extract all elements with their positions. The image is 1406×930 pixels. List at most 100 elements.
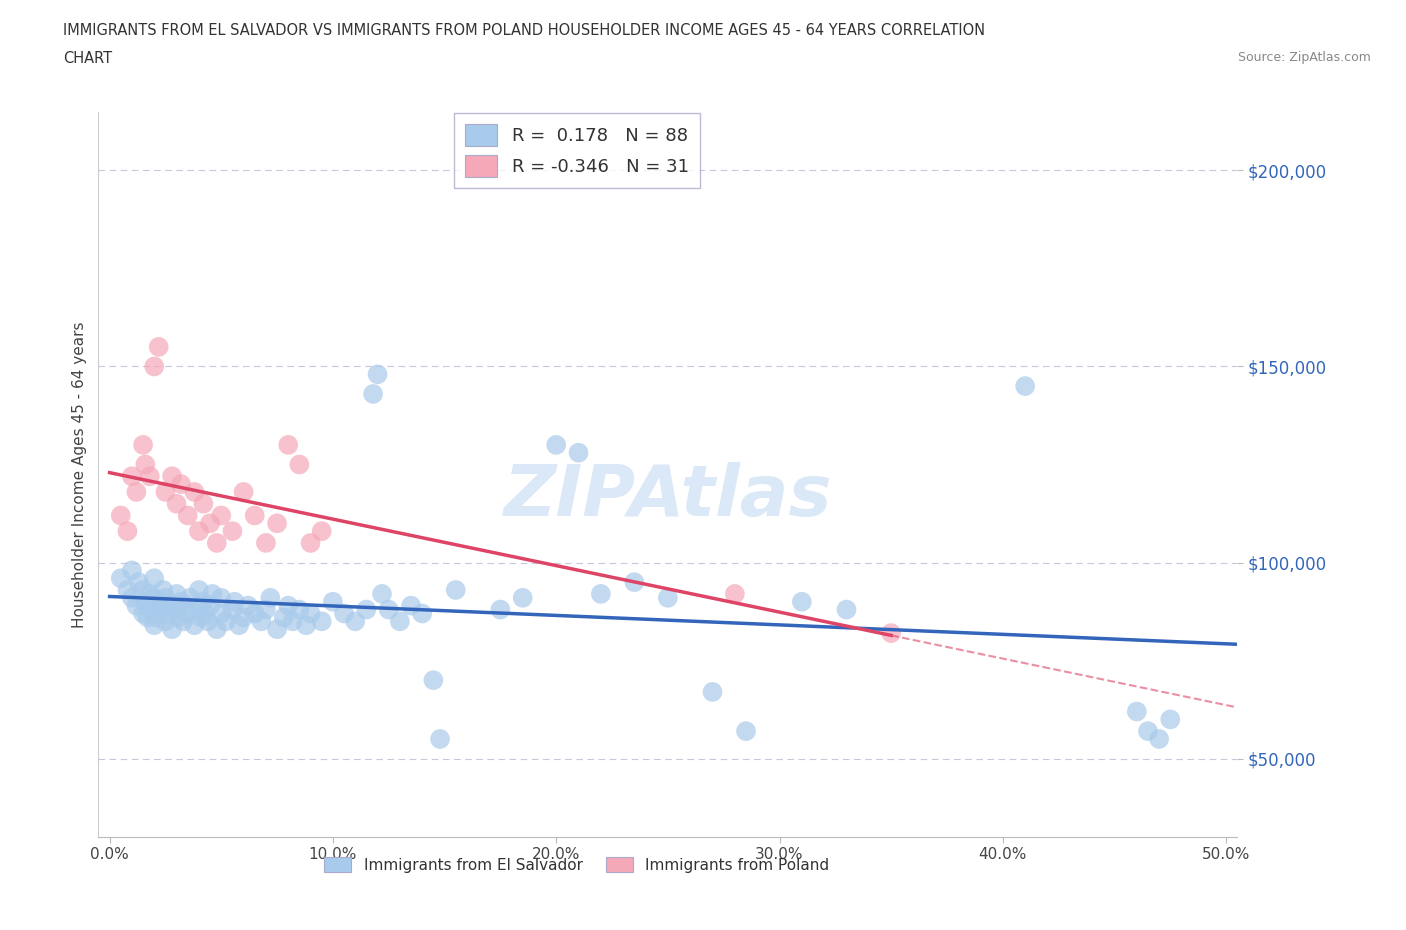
Point xyxy=(250,614,273,629)
Point xyxy=(281,614,304,629)
Point xyxy=(134,594,156,609)
Point xyxy=(221,602,243,617)
Point xyxy=(183,618,205,632)
Point xyxy=(174,598,197,613)
Point xyxy=(132,606,155,621)
Point xyxy=(170,594,193,609)
Point xyxy=(288,457,311,472)
Text: Source: ZipAtlas.com: Source: ZipAtlas.com xyxy=(1237,51,1371,64)
Point xyxy=(132,582,155,597)
Point xyxy=(155,614,177,629)
Point xyxy=(422,672,444,687)
Point xyxy=(136,610,159,625)
Point xyxy=(160,469,183,484)
Point xyxy=(224,594,246,609)
Point xyxy=(228,618,250,632)
Point xyxy=(724,587,747,602)
Point xyxy=(179,591,201,605)
Point xyxy=(295,618,318,632)
Point xyxy=(166,497,188,512)
Point xyxy=(1159,712,1181,727)
Point xyxy=(143,359,166,374)
Point xyxy=(198,516,221,531)
Point xyxy=(143,618,166,632)
Point xyxy=(444,582,467,597)
Point xyxy=(236,598,259,613)
Point xyxy=(205,536,228,551)
Point xyxy=(190,610,212,625)
Point xyxy=(205,622,228,637)
Point xyxy=(198,598,221,613)
Point xyxy=(567,445,589,460)
Point xyxy=(1126,704,1149,719)
Point xyxy=(197,614,219,629)
Point xyxy=(152,582,174,597)
Point xyxy=(215,614,238,629)
Point xyxy=(371,587,394,602)
Point xyxy=(187,602,209,617)
Text: ZIPAtlas: ZIPAtlas xyxy=(503,461,832,530)
Point xyxy=(167,610,190,625)
Point xyxy=(110,571,132,586)
Point xyxy=(243,606,266,621)
Point xyxy=(311,524,333,538)
Point xyxy=(121,591,143,605)
Point xyxy=(377,602,399,617)
Point xyxy=(880,626,903,641)
Point xyxy=(361,387,384,402)
Point xyxy=(139,469,162,484)
Point xyxy=(166,602,188,617)
Point xyxy=(277,437,299,452)
Point xyxy=(145,610,167,625)
Point xyxy=(1147,732,1170,747)
Text: IMMIGRANTS FROM EL SALVADOR VS IMMIGRANTS FROM POLAND HOUSEHOLDER INCOME AGES 45: IMMIGRANTS FROM EL SALVADOR VS IMMIGRANT… xyxy=(63,23,986,38)
Point xyxy=(148,594,170,609)
Point xyxy=(356,602,378,617)
Point xyxy=(277,598,299,613)
Point xyxy=(155,485,177,499)
Point xyxy=(790,594,813,609)
Point xyxy=(183,485,205,499)
Point xyxy=(1014,379,1036,393)
Point xyxy=(657,591,679,605)
Point xyxy=(273,610,295,625)
Point xyxy=(194,606,217,621)
Point xyxy=(209,606,232,621)
Point xyxy=(429,732,451,747)
Point xyxy=(201,587,224,602)
Point xyxy=(299,536,322,551)
Point xyxy=(110,508,132,523)
Y-axis label: Householder Income Ages 45 - 64 years: Householder Income Ages 45 - 64 years xyxy=(72,321,87,628)
Point xyxy=(139,602,162,617)
Point xyxy=(702,684,724,699)
Point xyxy=(411,606,433,621)
Point xyxy=(623,575,645,590)
Point xyxy=(160,622,183,637)
Point xyxy=(193,594,215,609)
Point xyxy=(121,469,143,484)
Text: CHART: CHART xyxy=(63,51,112,66)
Point xyxy=(266,516,288,531)
Point xyxy=(139,587,162,602)
Point xyxy=(148,339,170,354)
Point xyxy=(143,571,166,586)
Point xyxy=(209,591,232,605)
Point xyxy=(221,524,243,538)
Point xyxy=(134,457,156,472)
Point xyxy=(489,602,512,617)
Point xyxy=(187,582,209,597)
Point xyxy=(299,606,322,621)
Point xyxy=(1136,724,1159,738)
Point xyxy=(288,602,311,617)
Legend: Immigrants from El Salvador, Immigrants from Poland: Immigrants from El Salvador, Immigrants … xyxy=(316,849,837,880)
Point xyxy=(512,591,534,605)
Point xyxy=(172,614,194,629)
Point xyxy=(399,598,422,613)
Point xyxy=(177,508,200,523)
Point xyxy=(125,598,148,613)
Point xyxy=(143,591,166,605)
Point xyxy=(159,598,181,613)
Point xyxy=(170,477,193,492)
Point xyxy=(388,614,411,629)
Point xyxy=(166,587,188,602)
